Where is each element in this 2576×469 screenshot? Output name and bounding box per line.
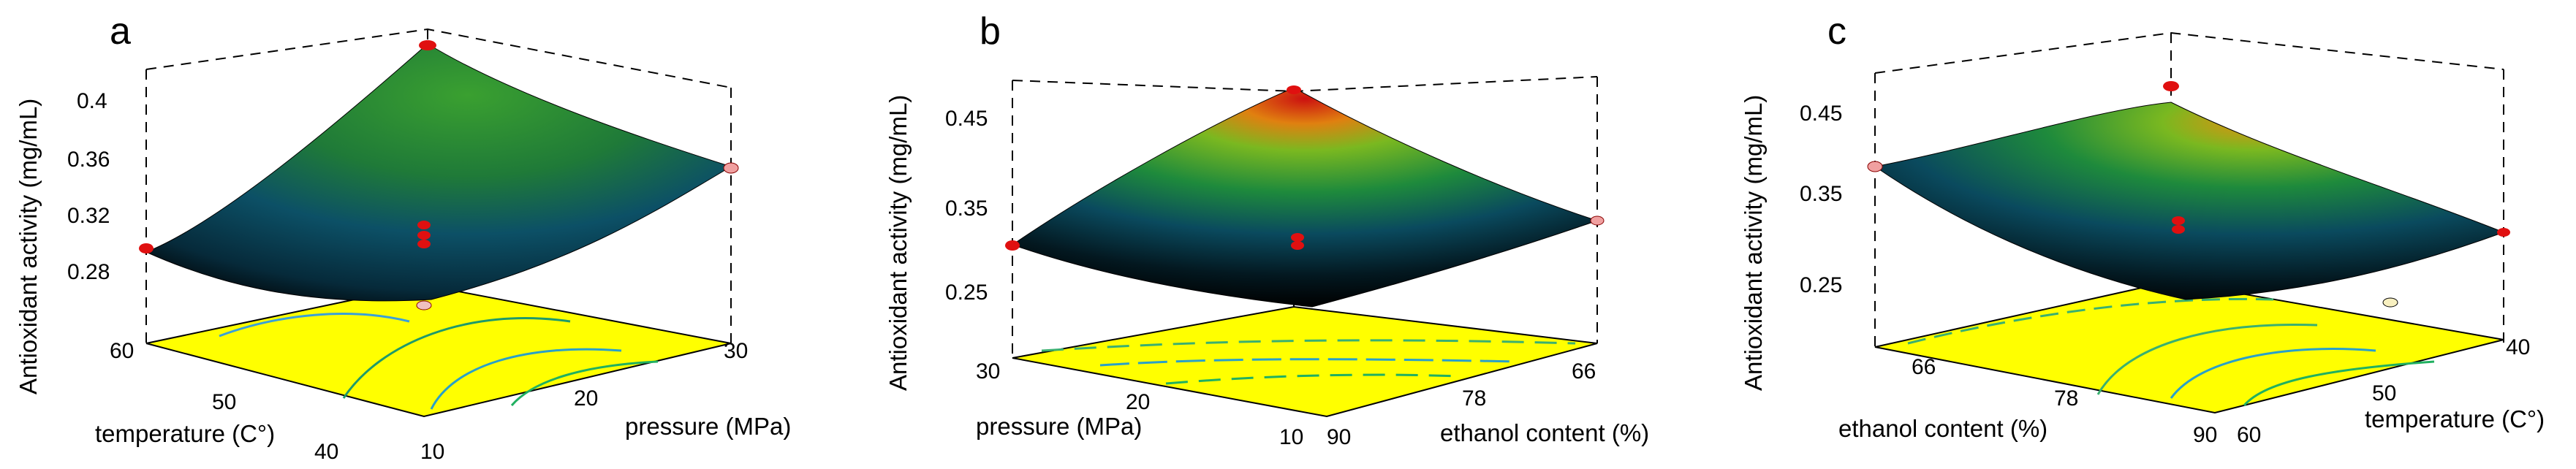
- design-point: [419, 40, 436, 50]
- panel-letter: c: [1827, 10, 1846, 53]
- z-tick: 0.35: [1800, 182, 1842, 206]
- y-axis-title: temperature (C°): [2365, 405, 2545, 432]
- z-tick: 0.45: [945, 107, 988, 131]
- response-surface: [145, 43, 732, 302]
- y-tick: 78: [1462, 386, 1486, 411]
- z-tick: 0.25: [1800, 273, 1842, 297]
- design-point: [1590, 216, 1605, 226]
- z-tick: 0.36: [67, 148, 110, 172]
- x-tick: 66: [1912, 355, 1936, 379]
- surface-plot-a: a 0.4 0.36 0.32 0.28 Antioxidant activit…: [15, 10, 791, 464]
- x-tick: 30: [976, 359, 1000, 384]
- design-point: [2172, 216, 2185, 225]
- y-tick: 40: [2506, 335, 2530, 359]
- x-tick: 90: [2193, 423, 2217, 447]
- response-surface: [1011, 87, 1599, 308]
- surface-plot-b: b 0.45 0.35 0.25 Antioxidant activity (m…: [884, 10, 1649, 449]
- z-tick: 0.32: [67, 204, 110, 228]
- z-axis-title: Antioxidant activity (mg/mL): [1740, 95, 1767, 391]
- y-tick: 30: [724, 339, 748, 363]
- surface-plot-c: c 0.45 0.35 0.25 Antioxidant activity (m…: [1740, 10, 2545, 447]
- z-tick: 0.28: [67, 260, 110, 284]
- y-tick: 66: [1572, 359, 1596, 384]
- design-point: [1005, 240, 1020, 251]
- panel-letter: a: [110, 10, 131, 53]
- design-point: [2163, 81, 2179, 91]
- panel-letter: b: [980, 10, 1001, 53]
- z-axis-title: Antioxidant activity (mg/mL): [15, 99, 42, 394]
- y-axis-title: pressure (MPa): [625, 413, 791, 440]
- design-point: [2497, 228, 2510, 237]
- design-point: [2172, 225, 2185, 234]
- x-tick: 78: [2054, 386, 2078, 411]
- design-point: [1287, 85, 1301, 94]
- z-tick: 0.45: [1800, 102, 1842, 126]
- z-axis-title: Antioxidant activity (mg/mL): [884, 95, 912, 391]
- design-point: [417, 231, 431, 240]
- design-point: [1867, 161, 1883, 172]
- design-point: [417, 221, 431, 229]
- design-point: [723, 162, 739, 174]
- y-tick: 90: [1327, 425, 1351, 449]
- z-tick: 0.35: [945, 197, 988, 221]
- y-tick: 10: [420, 440, 444, 464]
- design-point: [2382, 297, 2398, 308]
- floor-plane: [1874, 280, 2504, 414]
- z-tick: 0.4: [77, 89, 107, 113]
- x-tick: 20: [1126, 390, 1150, 414]
- x-tick: 60: [110, 339, 134, 363]
- x-tick: 40: [314, 440, 338, 464]
- y-axis-title: ethanol content (%): [1440, 419, 1649, 446]
- design-point: [1291, 233, 1304, 242]
- x-tick: 50: [212, 390, 236, 414]
- y-tick: 50: [2372, 381, 2396, 405]
- x-axis-title: ethanol content (%): [1838, 415, 2047, 442]
- x-axis-title: pressure (MPa): [976, 413, 1142, 440]
- y-tick: 20: [574, 386, 598, 411]
- floor-plane: [1012, 305, 1598, 418]
- z-tick: 0.25: [945, 281, 988, 305]
- design-point: [1291, 241, 1304, 250]
- design-point: [417, 240, 431, 248]
- y-tick: 60: [2237, 423, 2261, 447]
- response-surface: [1874, 102, 2505, 300]
- x-axis-title: temperature (C°): [95, 420, 275, 447]
- design-point: [139, 243, 154, 253]
- design-point: [416, 300, 432, 310]
- x-tick: 10: [1279, 425, 1303, 449]
